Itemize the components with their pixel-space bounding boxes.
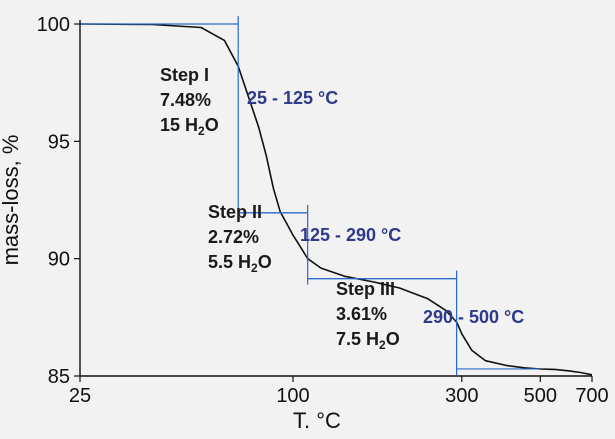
curve-layer [79, 23, 593, 376]
annotation-layer: Step I 7.48% 15 H2O 25 - 125 °C Step II 2.72%… [160, 65, 524, 352]
step-1-range: 25 - 125 °C [247, 88, 338, 108]
step-3-water: 7.5 H2O [336, 329, 400, 352]
y-tick-label-85: 85 [48, 366, 70, 388]
step-1-name: Step I [160, 65, 209, 85]
x-tick-label-25: 25 [69, 385, 91, 407]
tga-curve-series-0 [79, 23, 593, 376]
y-axis-label: mass-loss, % [0, 135, 23, 266]
step-1-annotation: Step I 7.48% 15 H2O 25 - 125 °C [160, 65, 338, 138]
x-tick-label-500: 500 [524, 385, 557, 407]
step-1-water: 15 H2O [160, 115, 219, 138]
step-3-name: Step III [336, 279, 395, 299]
y-tick-label-95: 95 [48, 131, 70, 153]
axes-layer: 25 100 300 500 700 85 90 95 100 [37, 14, 609, 407]
y-tick-label-90: 90 [48, 249, 70, 271]
step-3-percent: 3.61% [336, 304, 387, 324]
x-tick-label-100: 100 [276, 385, 309, 407]
step-2-name: Step II [208, 202, 262, 222]
x-tick-label-700: 700 [575, 385, 608, 407]
step-3-annotation: Step III 3.61% 7.5 H2O 290 - 500 °C [336, 279, 524, 352]
x-axis-label: T. °C [293, 408, 341, 433]
step-2-percent: 2.72% [208, 227, 259, 247]
x-tick-label-300: 300 [445, 385, 478, 407]
step-2-annotation: Step II 2.72% 5.5 H2O 125 - 290 °C [208, 202, 401, 275]
y-tick-label-100: 100 [37, 14, 70, 36]
step-3-range: 290 - 500 °C [423, 307, 524, 327]
step-2-range: 125 - 290 °C [300, 225, 401, 245]
step-1-percent: 7.48% [160, 90, 211, 110]
step-guides-layer [80, 16, 541, 375]
step-2-water: 5.5 H2O [208, 252, 272, 275]
